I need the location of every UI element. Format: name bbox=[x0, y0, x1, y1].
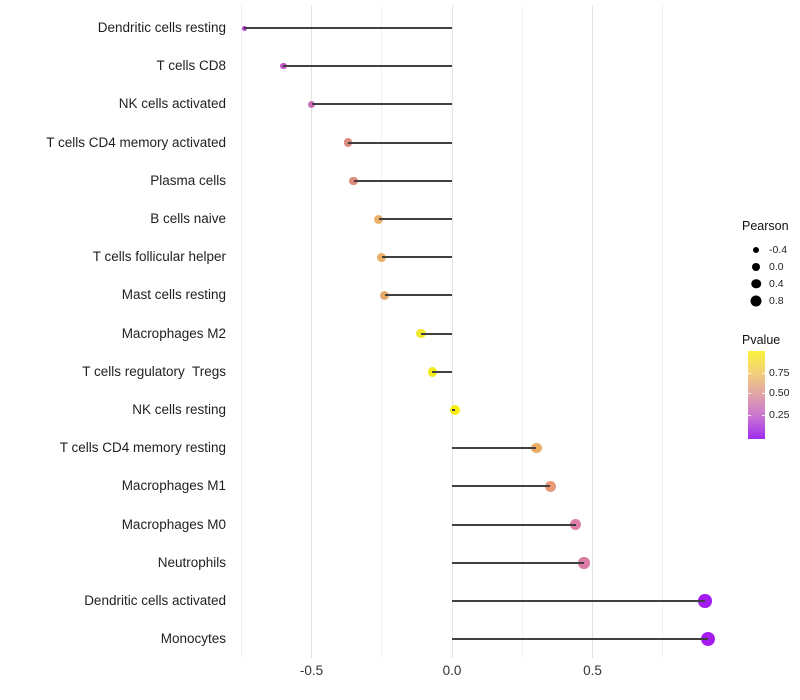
pvalue-gradient-bar bbox=[748, 351, 765, 439]
lollipop-stem bbox=[348, 141, 452, 144]
y-axis-label: Dendritic cells resting bbox=[97, 20, 226, 35]
y-axis-label: Dendritic cells activated bbox=[84, 593, 226, 608]
y-axis-label: Macrophages M2 bbox=[121, 325, 226, 341]
lollipop-dot bbox=[531, 442, 542, 454]
pvalue-bar-tick bbox=[762, 414, 765, 416]
y-axis-label: T cells CD4 memory resting bbox=[59, 440, 226, 456]
pvalue-legend-label: 0.50 bbox=[769, 386, 790, 399]
lollipop-stem bbox=[353, 179, 452, 182]
lollipop-stem bbox=[311, 103, 452, 106]
pearson-legend-label: 0.0 bbox=[769, 260, 784, 273]
pearson-legend-dot bbox=[750, 295, 762, 306]
pearson-legend-entry: -0.4 bbox=[742, 241, 800, 258]
y-axis-label: T cells CD4 memory activated bbox=[46, 134, 226, 150]
pvalue-legend-label: 0.75 bbox=[769, 367, 790, 379]
pearson-legend-entry: 0.4 bbox=[742, 275, 800, 292]
y-axis-label: T cells CD8 bbox=[156, 58, 226, 74]
x-axis-tick-label: 0.5 bbox=[583, 663, 602, 678]
lollipop-dot bbox=[700, 632, 715, 647]
y-axis-label: NK cells activated bbox=[118, 96, 226, 112]
lollipop-stem bbox=[381, 256, 452, 259]
y-axis-label: Neutrophils bbox=[157, 554, 226, 570]
y-axis-label: T cells follicular helper bbox=[92, 249, 226, 265]
pearson-legend-entry: 0.0 bbox=[742, 258, 800, 275]
lollipop-dot bbox=[449, 405, 460, 415]
minor-gridline bbox=[662, 5, 664, 658]
pvalue-bar-tick bbox=[762, 373, 765, 374]
y-axis-label: Monocytes bbox=[160, 631, 226, 647]
pvalue-bar-tick bbox=[762, 392, 765, 394]
pearson-legend-title: Pearson bbox=[742, 219, 789, 233]
major-gridline bbox=[451, 5, 453, 658]
x-axis-tick-label: 0.0 bbox=[442, 663, 462, 678]
pearson-legend-entries: -0.4 0.0 0.4 0.8 bbox=[742, 241, 800, 309]
y-axis-label: Macrophages M0 bbox=[121, 516, 226, 532]
pearson-legend-dot bbox=[753, 246, 759, 253]
lollipop-stem bbox=[283, 65, 452, 68]
minor-gridline bbox=[240, 5, 242, 658]
y-axis-label: NK cells resting bbox=[132, 402, 226, 417]
lollipop-stem bbox=[384, 294, 452, 297]
pearson-legend-label: 0.8 bbox=[769, 294, 784, 307]
pearson-legend-dot bbox=[752, 262, 760, 271]
lollipop-stem bbox=[432, 370, 452, 373]
lollipop-dot bbox=[578, 557, 590, 569]
minor-gridline bbox=[521, 5, 523, 658]
major-gridline bbox=[311, 5, 312, 658]
pvalue-bar-tick bbox=[748, 392, 751, 394]
pearson-legend-label: 0.4 bbox=[769, 277, 784, 290]
lollipop-stem bbox=[452, 447, 537, 450]
lollipop-stem bbox=[452, 638, 708, 641]
major-gridline bbox=[592, 5, 593, 658]
minor-gridline bbox=[381, 5, 383, 658]
lollipop-stem bbox=[378, 218, 452, 220]
lollipop-stem bbox=[244, 27, 452, 29]
pvalue-color-legend: Pvalue 0.75 0.50 0.25 bbox=[742, 333, 800, 439]
lollipop-stem bbox=[421, 332, 452, 335]
y-axis-label: Plasma cells bbox=[150, 172, 226, 188]
y-axis-label: B cells naive bbox=[150, 211, 226, 226]
lollipop-dot bbox=[569, 518, 582, 531]
lollipop-stem bbox=[452, 409, 455, 411]
lollipop-stem bbox=[452, 523, 576, 526]
lollipop-stem bbox=[452, 600, 705, 602]
pearson-legend-label: -0.4 bbox=[769, 243, 788, 256]
pvalue-bar-tick bbox=[748, 414, 751, 416]
pvalue-legend-label: 0.25 bbox=[769, 408, 790, 421]
lollipop-dot bbox=[544, 480, 556, 492]
lollipop-stem bbox=[452, 485, 551, 488]
pearson-size-legend: Pearson -0.4 0.0 0.4 0.8 bbox=[742, 219, 800, 309]
y-axis-label: T cells regulatory Tregs bbox=[82, 363, 226, 379]
lollipop-dot bbox=[698, 594, 712, 608]
pearson-legend-dot bbox=[751, 278, 761, 289]
pearson-legend-entry: 0.8 bbox=[742, 292, 800, 309]
y-axis-label: Macrophages M1 bbox=[121, 478, 226, 494]
pvalue-legend-title: Pvalue bbox=[742, 333, 781, 347]
lollipop-stem bbox=[452, 561, 585, 564]
x-axis-tick-label: -0.5 bbox=[299, 663, 324, 678]
y-axis-label: Mast cells resting bbox=[121, 287, 226, 303]
pvalue-bar-tick bbox=[748, 373, 751, 374]
